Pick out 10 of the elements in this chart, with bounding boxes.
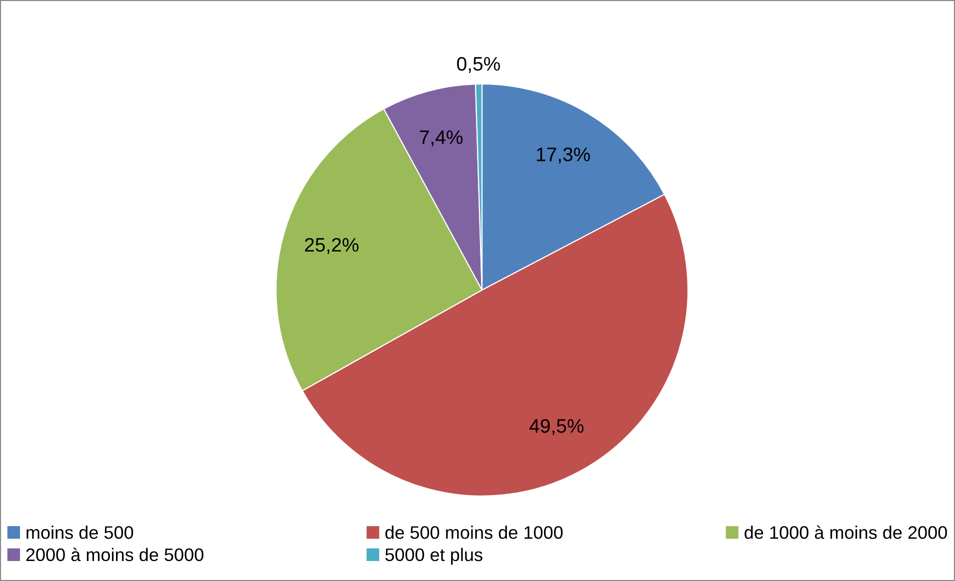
data-label: 17,3% <box>536 147 590 164</box>
legend-label: 5000 et plus <box>385 548 482 565</box>
data-label: 7,4% <box>420 130 463 146</box>
legend-label: de 500 moins de 1000 <box>385 526 563 539</box>
data-label: 25,2% <box>305 238 358 254</box>
data-label: 0,5% <box>457 56 500 74</box>
legend-label: 2000 à moins de 5000 <box>26 548 204 562</box>
data-label: 49,5% <box>530 419 584 436</box>
legend-label: de 1000 à moins de 2000 <box>744 525 947 539</box>
legend-label: moins de 500 <box>26 526 134 539</box>
